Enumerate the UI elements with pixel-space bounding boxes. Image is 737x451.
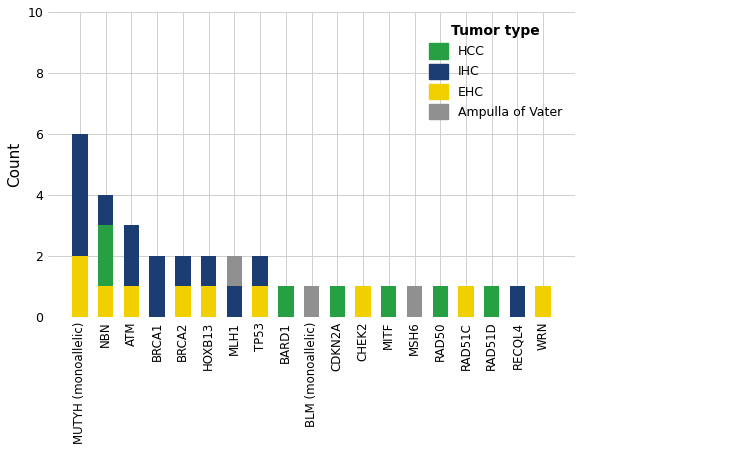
Bar [458, 286, 474, 317]
Bar [329, 286, 345, 317]
Bar [150, 256, 165, 317]
Bar [201, 286, 217, 317]
Bar [278, 286, 293, 317]
Bar [381, 286, 397, 317]
Bar [304, 286, 319, 317]
Bar [226, 286, 242, 317]
Bar [201, 256, 217, 286]
Bar [98, 195, 113, 226]
Bar [175, 256, 191, 286]
Legend: HCC, IHC, EHC, Ampulla of Vater: HCC, IHC, EHC, Ampulla of Vater [423, 18, 569, 126]
Bar [252, 256, 268, 286]
Bar [124, 226, 139, 286]
Bar [252, 286, 268, 317]
Bar [72, 256, 88, 317]
Bar [98, 226, 113, 286]
Bar [510, 286, 525, 317]
Bar [124, 286, 139, 317]
Y-axis label: Count: Count [7, 142, 22, 187]
Bar [226, 256, 242, 286]
Bar [536, 286, 551, 317]
Bar [175, 286, 191, 317]
Bar [484, 286, 500, 317]
Bar [98, 286, 113, 317]
Bar [433, 286, 448, 317]
Bar [355, 286, 371, 317]
Bar [407, 286, 422, 317]
Bar [72, 134, 88, 256]
